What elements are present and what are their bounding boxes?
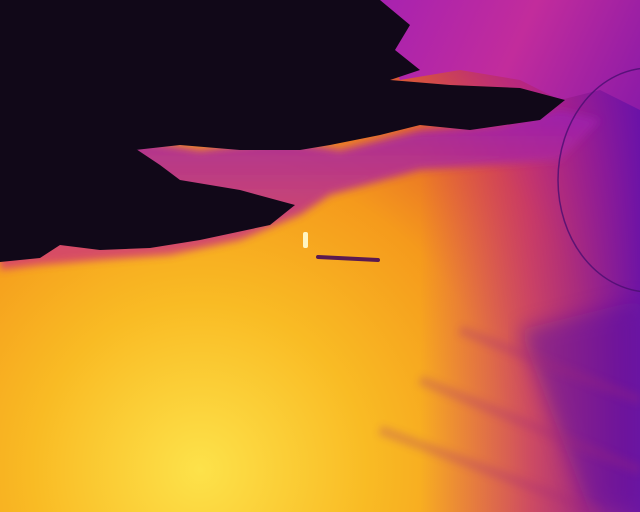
warm-top-right bbox=[370, 0, 640, 110]
streak bbox=[378, 425, 602, 512]
person bbox=[303, 232, 308, 248]
streak bbox=[418, 375, 640, 475]
person-shadow bbox=[316, 255, 380, 262]
streak bbox=[458, 325, 640, 405]
streaks bbox=[378, 325, 640, 512]
court-arc bbox=[557, 67, 640, 293]
tree-shadow bbox=[0, 0, 565, 262]
